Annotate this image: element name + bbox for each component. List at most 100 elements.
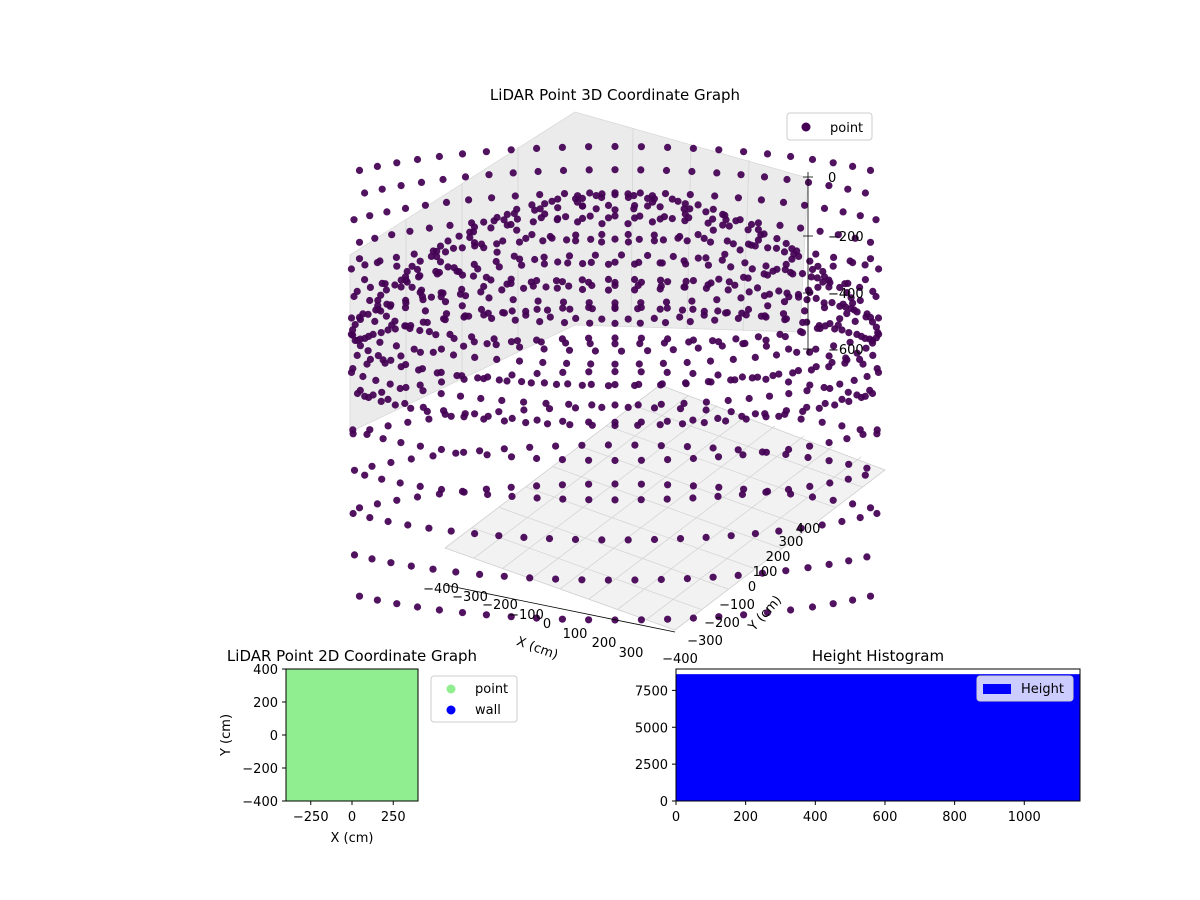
- scatter-point-3d: [397, 283, 405, 291]
- scatter-point-3d: [529, 218, 537, 226]
- scatter-point-3d: [498, 396, 506, 405]
- scatter-point-3d: [704, 281, 712, 289]
- scatter-point-3d: [736, 246, 744, 254]
- scatter-point-3d: [801, 201, 809, 209]
- scatter-point-3d: [773, 265, 781, 273]
- scatter-point-3d: [592, 192, 600, 200]
- scatter-point-3d: [485, 294, 493, 302]
- scatter-point-3d: [820, 204, 829, 212]
- x-tick-label-2d: 0: [348, 810, 356, 825]
- scatter-point-3d: [393, 496, 401, 504]
- scatter-point-3d: [689, 305, 697, 313]
- y-tick-label-3d: −200: [704, 616, 740, 631]
- scatter-point-3d: [381, 359, 389, 367]
- z-tick-label-3d: −600: [828, 343, 864, 358]
- scatter-point-3d: [432, 331, 440, 339]
- scatter-point-3d: [427, 252, 435, 260]
- scatter-point-3d: [552, 442, 560, 450]
- scatter-point-3d: [383, 208, 391, 216]
- scatter-point-3d: [508, 371, 516, 379]
- scatter-point-3d: [830, 342, 838, 350]
- scatter-point-3d: [709, 573, 717, 581]
- scatter-point-3d: [604, 441, 613, 449]
- scatter-point-3d: [513, 205, 521, 213]
- scatter-point-3d: [694, 344, 702, 352]
- scatter-point-3d: [772, 244, 781, 252]
- scatter-point-3d: [446, 330, 454, 338]
- scatter-point-3d: [540, 379, 549, 387]
- scatter-point-3d: [856, 283, 864, 291]
- scatter-point-3d: [427, 293, 435, 301]
- scatter-point-3d: [565, 400, 573, 408]
- scatter-point-3d: [694, 254, 702, 262]
- scatter-point-3d: [435, 152, 443, 161]
- scatter-point-3d: [725, 222, 733, 230]
- scatter-point-3d: [636, 319, 644, 327]
- scatter-point-3d: [664, 481, 672, 489]
- scatter-point-3d: [644, 202, 652, 210]
- scatter-point-3d: [611, 368, 619, 376]
- x-tick-label-3d: −100: [508, 608, 544, 623]
- scatter-point-3d: [378, 388, 386, 396]
- scatter-point-3d: [401, 399, 409, 408]
- scatter-point-3d: [866, 238, 875, 246]
- scatter-point-3d: [814, 262, 822, 270]
- scatter-point-3d: [711, 192, 719, 200]
- scatter-point-3d: [775, 527, 783, 535]
- scatter-point-3d: [439, 289, 447, 297]
- y-tick-label-3d: 400: [796, 522, 821, 537]
- scatter-point-3d: [806, 442, 814, 450]
- scatter-point-3d: [747, 220, 756, 229]
- scatter-point-3d: [635, 235, 643, 243]
- legend-wall-label: wall: [475, 703, 501, 718]
- scatter-point-3d: [453, 372, 461, 380]
- scatter-point-3d: [657, 276, 665, 284]
- scatter-point-3d: [482, 273, 490, 281]
- scatter-point-3d: [866, 313, 875, 321]
- scatter-point-3d: [429, 452, 437, 460]
- scatter-point-3d: [450, 264, 458, 272]
- scatter-point-3d: [598, 190, 606, 198]
- scatter-point-3d: [423, 407, 431, 415]
- scatter-point-3d: [563, 236, 571, 244]
- scatter-point-3d: [449, 351, 458, 359]
- scatter-point-3d: [866, 255, 875, 263]
- legend-point-marker-2d: [446, 684, 456, 694]
- scatter-point-3d: [490, 335, 498, 343]
- scatter-point-3d: [689, 144, 698, 152]
- scatter-point-3d: [787, 606, 795, 614]
- scatter-point-3d: [776, 221, 784, 229]
- scatter-point-3d: [387, 559, 395, 567]
- x-tick-label-2d: −250: [293, 810, 329, 825]
- scatter-point-3d: [611, 360, 619, 368]
- scatter-point-3d: [421, 201, 429, 209]
- scatter-point-3d: [725, 278, 733, 286]
- scatter-point-3d: [719, 210, 727, 218]
- scatter-point-3d: [704, 378, 713, 386]
- scatter-point-3d: [585, 278, 593, 286]
- scatter-point-3d: [748, 265, 756, 273]
- y-tick-label-2d: −200: [242, 762, 278, 777]
- scatter-point-3d: [350, 292, 358, 301]
- legend-point-label-2d: point: [475, 682, 508, 697]
- scatter-point-3d: [739, 451, 747, 459]
- scatter-point-3d: [572, 237, 580, 245]
- scatter-point-3d: [611, 480, 619, 488]
- scatter-point-3d: [529, 282, 537, 290]
- scatter-point-3d: [534, 167, 542, 176]
- scatter-point-3d: [674, 197, 682, 205]
- scatter-point-3d: [721, 250, 729, 258]
- scatter-point-3d: [825, 182, 833, 190]
- scatter-point-3d: [702, 398, 711, 406]
- scatter-point-3d: [637, 480, 646, 488]
- scatter-point-3d: [533, 416, 541, 424]
- scatter-point-3d: [371, 317, 379, 325]
- scatter-point-3d: [804, 564, 812, 572]
- scatter-point-3d: [518, 261, 526, 269]
- legend-2d: point wall: [430, 675, 518, 723]
- x-tick-label-2d: 250: [381, 810, 406, 825]
- scatter-point-3d: [741, 259, 749, 267]
- scatter-point-3d: [508, 307, 516, 315]
- scatter-point-3d: [528, 231, 536, 239]
